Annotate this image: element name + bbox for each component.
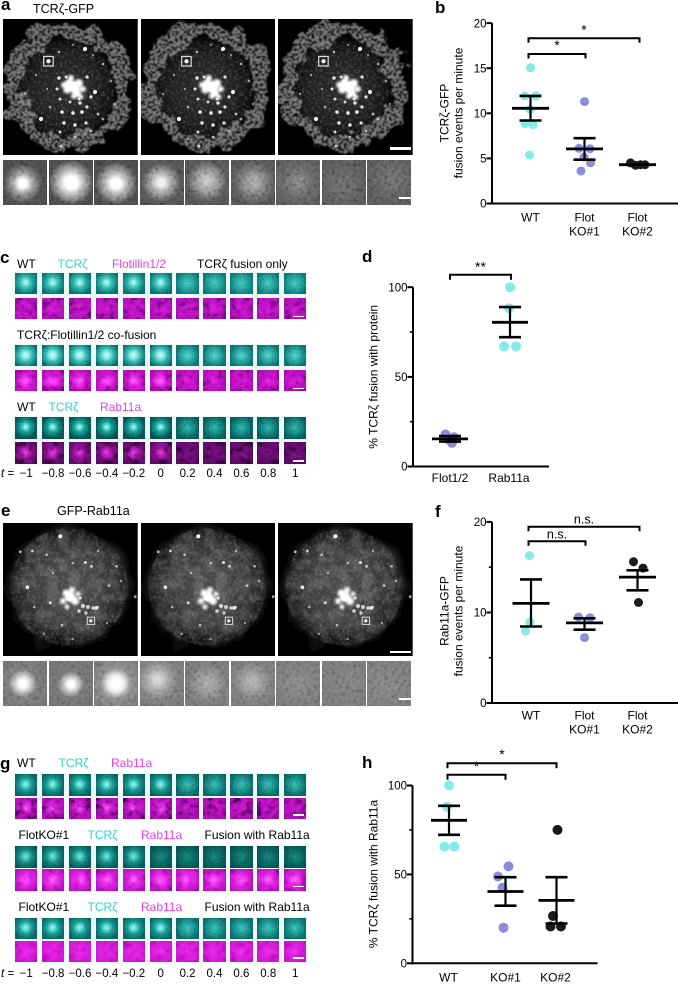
svg-text:0: 0 [401, 462, 407, 474]
svg-text:100: 100 [388, 781, 407, 793]
svg-text:fusion events per minute: fusion events per minute [451, 545, 465, 676]
svg-text:Flot: Flot [627, 211, 648, 225]
svg-text:Rab11a: Rab11a [488, 471, 529, 485]
svg-text:Flot1/2: Flot1/2 [432, 471, 469, 485]
svg-text:15: 15 [474, 63, 487, 75]
svg-text:KO#1: KO#1 [569, 225, 600, 239]
svg-text:TCRζ-GFP: TCRζ-GFP [438, 84, 452, 143]
svg-text:50: 50 [394, 870, 407, 882]
svg-text:fusion events per minute: fusion events per minute [451, 47, 465, 178]
svg-text:*: * [474, 758, 480, 774]
svg-text:n.s.: n.s. [574, 513, 594, 527]
svg-text:KO#2: KO#2 [622, 225, 653, 239]
svg-text:% TCRζ fusion with protein: % TCRζ fusion with protein [367, 305, 381, 449]
svg-text:50: 50 [395, 372, 408, 384]
svg-text:0: 0 [480, 199, 486, 211]
svg-text:0: 0 [401, 959, 407, 971]
svg-text:WT: WT [522, 709, 541, 723]
svg-text:**: ** [475, 258, 486, 274]
svg-text:WT: WT [521, 211, 540, 225]
svg-text:100: 100 [388, 282, 407, 294]
svg-text:KO#2: KO#2 [540, 971, 571, 985]
svg-text:10: 10 [474, 608, 487, 620]
svg-text:KO#1: KO#1 [569, 723, 600, 737]
svg-text:0: 0 [480, 698, 486, 710]
svg-text:5: 5 [480, 154, 486, 166]
svg-text:n.s.: n.s. [547, 527, 567, 541]
svg-text:% TCRζ fusion with Rab11a: % TCRζ fusion with Rab11a [367, 800, 381, 949]
svg-text:Rab11a-GFP: Rab11a-GFP [438, 576, 452, 646]
svg-text:20: 20 [474, 18, 487, 30]
svg-text:KO#1: KO#1 [490, 971, 521, 985]
svg-text:*: * [581, 21, 587, 37]
svg-text:*: * [499, 746, 505, 762]
svg-text:10: 10 [474, 109, 487, 121]
svg-text:Flot: Flot [574, 709, 595, 723]
svg-text:Flot: Flot [627, 709, 648, 723]
svg-text:*: * [554, 37, 560, 53]
svg-text:Flot: Flot [574, 211, 595, 225]
svg-text:KO#2: KO#2 [622, 723, 653, 737]
svg-text:WT: WT [439, 971, 458, 985]
svg-text:20: 20 [474, 517, 487, 529]
